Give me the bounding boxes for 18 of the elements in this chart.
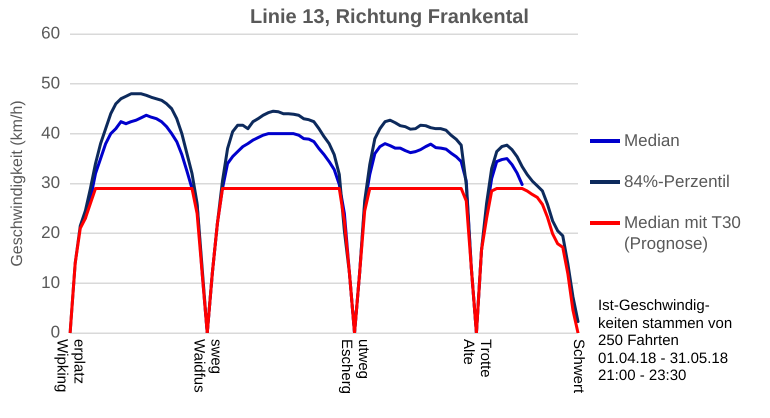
legend-label: Median mit T30 (Prognose) xyxy=(624,212,742,254)
text: Ist-Geschwindig- keiten stammen von 250 Fahrten 01.04.18 - 31.05.18 21:00 - 23:30 xyxy=(598,297,732,384)
y-tick-label: 10 xyxy=(41,272,60,292)
chart-title: Linie 13, Richtung Frankental xyxy=(250,6,529,29)
x-tick-label: Waidfussweg xyxy=(190,339,225,393)
y-axis-title: Geschwindigkeit (km/h) xyxy=(9,100,26,267)
x-tick-label: Eschergutweg xyxy=(338,339,372,394)
x-tick-label: Schwert xyxy=(570,339,587,394)
y-tick-label: 30 xyxy=(41,173,60,192)
legend-label: Median xyxy=(624,130,680,151)
y-tick-label: 60 xyxy=(41,24,60,43)
x-tick-label: Alte Trotte xyxy=(460,339,494,378)
y-tick-label: 0 xyxy=(50,322,60,342)
legend-label: 84%-Perzentil xyxy=(624,171,730,192)
x-tick-label: Wipkingerplatz xyxy=(53,339,88,392)
y-tick-label: 20 xyxy=(41,223,60,242)
y-tick-label: 50 xyxy=(41,74,60,93)
y-tick-label: 40 xyxy=(41,123,60,142)
